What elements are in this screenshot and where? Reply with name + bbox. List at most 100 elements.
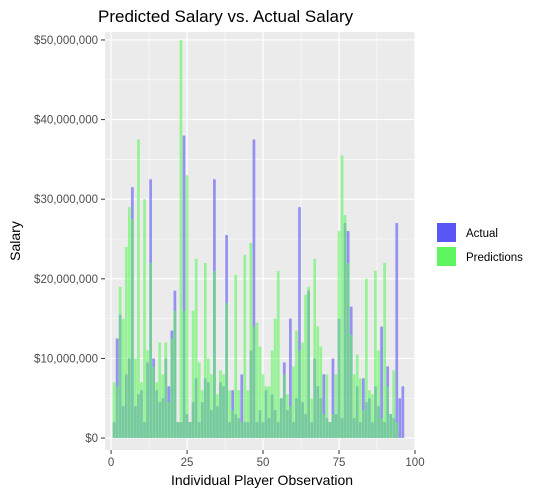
bar-predictions xyxy=(173,310,177,439)
bar-predictions xyxy=(295,330,298,439)
bar-predictions xyxy=(158,342,162,439)
bar-predictions xyxy=(258,346,262,439)
bar-predictions xyxy=(213,270,216,439)
bar-predictions xyxy=(371,394,374,439)
bar-predictions xyxy=(261,374,265,439)
bar-predictions xyxy=(200,390,204,439)
bar-predictions xyxy=(115,386,119,439)
bar-predictions xyxy=(146,350,149,439)
bar-predictions xyxy=(176,422,180,439)
bar-predictions xyxy=(386,386,390,439)
bar-actual xyxy=(289,318,292,439)
x-tick-label: 0 xyxy=(108,457,114,469)
bar-predictions xyxy=(334,374,338,439)
bar-predictions xyxy=(240,422,244,439)
bar-predictions xyxy=(307,286,310,439)
bar-predictions xyxy=(289,406,292,439)
bar-actual xyxy=(398,398,402,439)
bar-predictions xyxy=(340,155,344,439)
bar-predictions xyxy=(346,262,350,439)
legend-key-predictions xyxy=(437,247,456,266)
bar-predictions xyxy=(349,334,353,439)
x-tick-label: 50 xyxy=(257,457,270,469)
bar-predictions xyxy=(134,358,137,439)
bar-predictions xyxy=(140,382,143,439)
bar-predictions xyxy=(395,422,399,439)
bar-predictions xyxy=(216,394,219,439)
bar-predictions xyxy=(246,390,250,439)
legend: Actual Predictions xyxy=(437,223,523,266)
bar-actual xyxy=(322,374,326,439)
bar-predictions xyxy=(179,39,183,439)
bar-actual xyxy=(252,139,256,439)
bar-predictions xyxy=(130,219,134,439)
bar-predictions xyxy=(121,318,125,439)
bar-predictions xyxy=(331,414,335,439)
y-tick-label: $10,000,000 xyxy=(34,353,98,365)
bar-predictions xyxy=(365,278,368,439)
bar-predictions xyxy=(292,366,295,439)
bar-predictions xyxy=(112,382,116,439)
legend-label-actual: Actual xyxy=(466,228,498,240)
bars xyxy=(112,39,405,439)
bar-predictions xyxy=(124,246,128,439)
bar-predictions xyxy=(197,362,201,439)
bar-predictions xyxy=(352,374,356,439)
bar-actual xyxy=(182,135,186,439)
bar-predictions xyxy=(182,310,186,439)
bar-predictions xyxy=(243,254,247,439)
bar-predictions xyxy=(137,139,140,439)
bar-predictions xyxy=(255,322,259,439)
bar-predictions xyxy=(191,310,195,439)
bar-predictions xyxy=(188,422,192,439)
bar-predictions xyxy=(185,175,189,439)
bar-predictions xyxy=(143,199,146,439)
bar-predictions xyxy=(267,386,271,439)
bar-predictions xyxy=(337,231,341,439)
bar-predictions xyxy=(225,302,228,439)
axes: 0 25 50 75 100 $0 $10,000,000 $20,000,000 $30,00… xyxy=(34,35,425,469)
bar-predictions xyxy=(194,258,198,439)
bar-predictions xyxy=(319,346,323,439)
bar-predictions xyxy=(155,382,159,439)
bar-predictions xyxy=(285,394,289,439)
bar-predictions xyxy=(127,207,131,439)
bar-predictions xyxy=(249,242,253,439)
bar-predictions xyxy=(316,326,320,439)
x-tick-label: 25 xyxy=(181,457,194,469)
x-axis-title: Individual Player Observation xyxy=(171,472,353,488)
bar-predictions xyxy=(374,270,377,439)
bar-predictions xyxy=(273,318,277,439)
bar-actual xyxy=(395,223,399,439)
bar-predictions xyxy=(252,326,256,439)
bar-predictions xyxy=(231,410,235,439)
bar-actual xyxy=(401,386,405,439)
y-axis-title: Salary xyxy=(7,221,23,261)
bar-predictions xyxy=(170,338,174,439)
bar-predictions xyxy=(276,270,280,439)
chart-title: Predicted Salary vs. Actual Salary xyxy=(98,7,354,26)
bar-predictions xyxy=(203,262,207,439)
bar-predictions xyxy=(389,414,393,439)
bar-predictions xyxy=(279,398,283,439)
legend-key-actual xyxy=(437,223,456,242)
bar-actual xyxy=(380,326,383,439)
bar-predictions xyxy=(222,374,225,439)
bar-actual xyxy=(240,374,244,439)
bar-predictions xyxy=(167,402,171,439)
bar-predictions xyxy=(322,414,326,439)
bar-predictions xyxy=(219,370,222,439)
x-tick-label: 75 xyxy=(333,457,346,469)
bar-predictions xyxy=(392,370,396,439)
bar-actual xyxy=(331,358,335,439)
bar-predictions xyxy=(313,258,317,439)
bar-predictions xyxy=(206,358,210,439)
y-tick-label: $0 xyxy=(85,433,98,445)
bar-predictions xyxy=(270,350,274,439)
bar-predictions xyxy=(328,422,332,439)
bar-predictions xyxy=(118,286,122,439)
bar-predictions xyxy=(234,274,238,439)
legend-label-predictions: Predictions xyxy=(466,252,523,264)
